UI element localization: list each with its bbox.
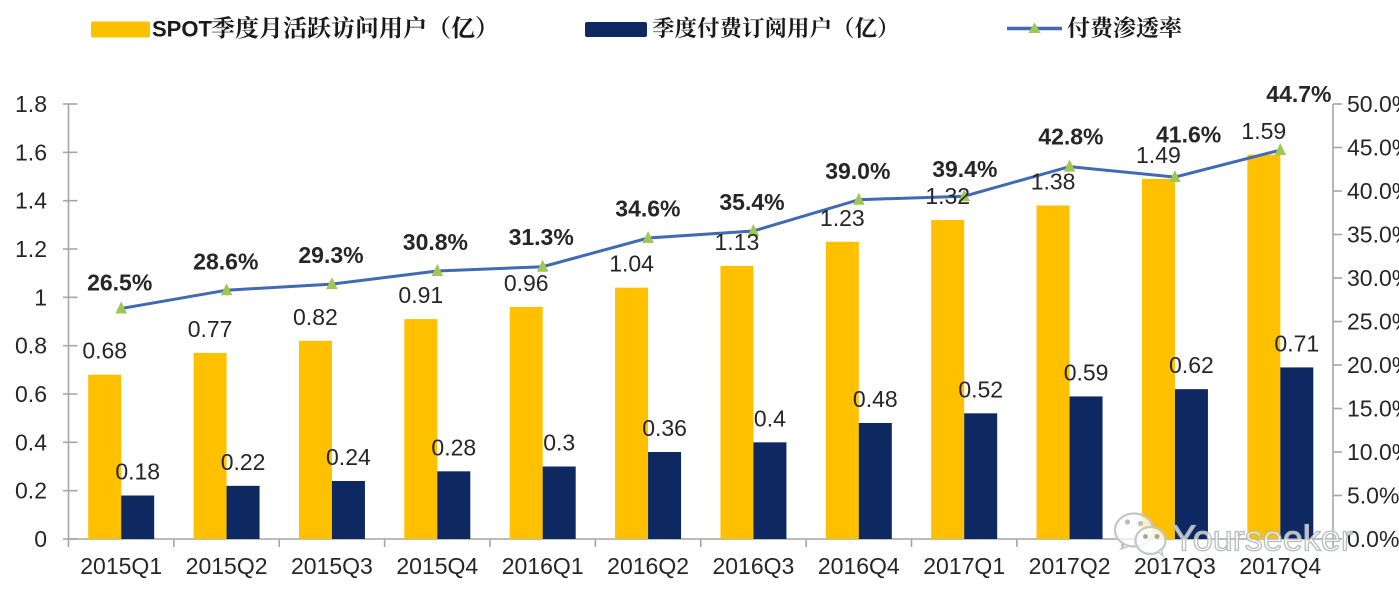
- svg-text:2015Q2: 2015Q2: [186, 553, 268, 579]
- svg-text:1.04: 1.04: [609, 251, 654, 277]
- svg-text:35.4%: 35.4%: [719, 189, 784, 215]
- svg-text:1.13: 1.13: [715, 229, 760, 255]
- svg-text:1.38: 1.38: [1031, 169, 1076, 195]
- svg-text:1.59: 1.59: [1241, 118, 1286, 144]
- svg-text:2015Q4: 2015Q4: [396, 553, 478, 579]
- svg-text:0.82: 0.82: [293, 304, 338, 330]
- svg-text:25.0%: 25.0%: [1347, 309, 1399, 335]
- svg-text:2016Q3: 2016Q3: [712, 553, 794, 579]
- svg-text:31.3%: 31.3%: [509, 224, 574, 250]
- svg-text:15.0%: 15.0%: [1347, 396, 1399, 422]
- svg-text:30.8%: 30.8%: [403, 229, 468, 255]
- svg-text:0.28: 0.28: [431, 434, 476, 460]
- svg-text:0: 0: [34, 526, 47, 552]
- svg-text:1.4: 1.4: [15, 188, 47, 214]
- svg-text:45.0%: 45.0%: [1347, 135, 1399, 161]
- svg-text:44.7%: 44.7%: [1266, 81, 1331, 107]
- svg-text:SPOT: SPOT: [152, 17, 212, 42]
- svg-text:41.6%: 41.6%: [1156, 122, 1221, 148]
- svg-text:34.6%: 34.6%: [615, 196, 680, 222]
- svg-text:0.36: 0.36: [642, 415, 687, 441]
- svg-text:Yourseeker: Yourseeker: [1172, 518, 1353, 559]
- svg-text:0.3: 0.3: [543, 430, 575, 456]
- svg-text:20.0%: 20.0%: [1347, 352, 1399, 378]
- svg-text:0.48: 0.48: [853, 386, 898, 412]
- svg-text:0.0%: 0.0%: [1347, 526, 1399, 552]
- svg-text:0.68: 0.68: [82, 338, 127, 364]
- svg-text:26.5%: 26.5%: [87, 270, 152, 296]
- svg-text:1.23: 1.23: [820, 205, 865, 231]
- svg-text:2015Q3: 2015Q3: [291, 553, 373, 579]
- svg-text:5.0%: 5.0%: [1347, 483, 1399, 509]
- svg-text:0.71: 0.71: [1274, 330, 1319, 356]
- svg-text:29.3%: 29.3%: [298, 242, 363, 268]
- svg-text:2015Q1: 2015Q1: [80, 553, 162, 579]
- svg-text:0.59: 0.59: [1064, 359, 1109, 385]
- svg-text:0.96: 0.96: [504, 270, 549, 296]
- svg-text:40.0%: 40.0%: [1347, 178, 1399, 204]
- svg-text:1.32: 1.32: [925, 183, 970, 209]
- svg-text:1.2: 1.2: [15, 236, 47, 262]
- svg-text:0.8: 0.8: [15, 333, 47, 359]
- svg-text:2016Q1: 2016Q1: [502, 553, 584, 579]
- svg-text:0.62: 0.62: [1169, 352, 1214, 378]
- svg-text:39.4%: 39.4%: [932, 156, 997, 182]
- svg-text:50.0%: 50.0%: [1347, 91, 1399, 117]
- svg-text:42.8%: 42.8%: [1038, 124, 1103, 150]
- svg-text:35.0%: 35.0%: [1347, 222, 1399, 248]
- svg-text:0.18: 0.18: [115, 459, 160, 485]
- svg-text:0.2: 0.2: [15, 478, 47, 504]
- svg-text:0.24: 0.24: [326, 444, 371, 470]
- svg-text:0.77: 0.77: [188, 316, 233, 342]
- svg-text:2017Q3: 2017Q3: [1134, 553, 1216, 579]
- svg-text:0.4: 0.4: [15, 429, 47, 455]
- svg-text:0.91: 0.91: [398, 282, 443, 308]
- svg-text:2017Q4: 2017Q4: [1239, 553, 1321, 579]
- svg-text:39.0%: 39.0%: [825, 158, 890, 184]
- svg-text:0.22: 0.22: [221, 449, 266, 475]
- svg-text:0.52: 0.52: [958, 376, 1003, 402]
- svg-text:0.6: 0.6: [15, 381, 47, 407]
- svg-text:2017Q2: 2017Q2: [1029, 553, 1111, 579]
- svg-text:2017Q1: 2017Q1: [923, 553, 1005, 579]
- svg-text:1.8: 1.8: [15, 91, 47, 117]
- svg-text:1: 1: [34, 284, 47, 310]
- svg-text:28.6%: 28.6%: [193, 249, 258, 275]
- svg-text:1.49: 1.49: [1136, 142, 1181, 168]
- svg-text:10.0%: 10.0%: [1347, 439, 1399, 465]
- svg-text:1.6: 1.6: [15, 139, 47, 165]
- svg-text:2016Q4: 2016Q4: [818, 553, 900, 579]
- svg-text:30.0%: 30.0%: [1347, 265, 1399, 291]
- svg-text:2016Q2: 2016Q2: [607, 553, 689, 579]
- svg-text:0.4: 0.4: [754, 405, 786, 431]
